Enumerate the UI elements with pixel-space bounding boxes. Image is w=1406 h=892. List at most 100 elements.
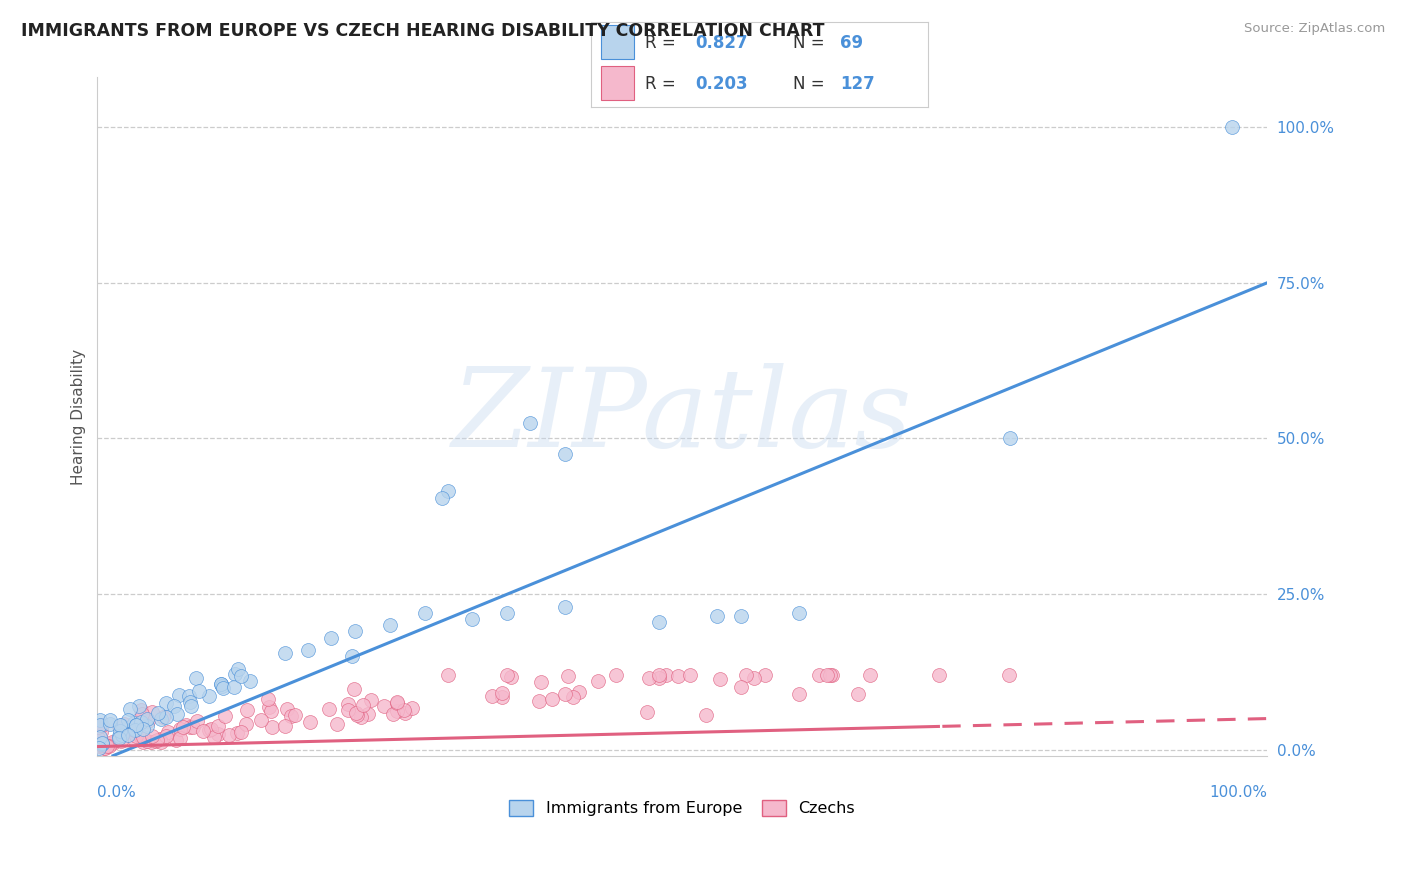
Point — [93, 739, 115, 753]
Point — [155, 710, 177, 724]
Point — [122, 731, 145, 746]
Point — [668, 668, 690, 682]
Point — [859, 668, 882, 682]
Point — [98, 713, 121, 727]
Point — [136, 734, 159, 748]
Point — [350, 710, 373, 724]
Y-axis label: Hearing Disability: Hearing Disability — [72, 349, 86, 484]
Point — [118, 721, 141, 735]
Point — [136, 713, 159, 727]
Point — [166, 706, 188, 721]
Point — [179, 689, 201, 703]
Point — [124, 723, 146, 737]
Point — [110, 734, 132, 748]
Point — [131, 703, 153, 717]
Point — [93, 741, 115, 756]
Point — [818, 668, 841, 682]
Point — [89, 741, 111, 756]
Point — [343, 681, 366, 696]
Point — [231, 724, 253, 739]
Point — [101, 736, 124, 750]
Point — [352, 698, 374, 712]
Point — [280, 709, 302, 723]
Point — [568, 685, 591, 699]
Point — [128, 698, 150, 713]
Text: 0.827: 0.827 — [695, 34, 748, 52]
Bar — [600, 25, 634, 59]
Point — [298, 714, 321, 729]
Point — [274, 719, 297, 733]
Point — [648, 671, 671, 685]
Text: IMMIGRANTS FROM EUROPE VS CZECH HEARING DISABILITY CORRELATION CHART: IMMIGRANTS FROM EUROPE VS CZECH HEARING … — [21, 22, 824, 40]
Point — [86, 739, 108, 753]
Point — [211, 679, 233, 693]
Text: 100.0%: 100.0% — [1209, 785, 1267, 799]
Point — [706, 608, 728, 623]
Point — [124, 723, 146, 737]
Point — [118, 702, 141, 716]
Point — [787, 687, 810, 701]
Text: 127: 127 — [841, 75, 875, 93]
Point — [149, 734, 172, 748]
Point — [997, 668, 1019, 682]
Point — [257, 699, 280, 714]
Point — [385, 695, 408, 709]
Point — [321, 631, 343, 645]
Point — [336, 703, 359, 717]
Point — [110, 718, 132, 732]
Point — [437, 668, 460, 682]
Point — [586, 673, 609, 688]
Point — [437, 484, 460, 499]
Point — [392, 703, 415, 717]
Point — [131, 707, 153, 722]
Text: N =: N = — [793, 34, 824, 52]
Point — [202, 730, 225, 744]
Point — [460, 612, 482, 626]
Point — [820, 668, 842, 682]
Point — [152, 710, 174, 724]
Point — [198, 723, 221, 737]
Point — [357, 706, 380, 721]
Point — [146, 732, 169, 747]
Point — [108, 729, 131, 743]
Point — [557, 669, 579, 683]
Point — [224, 666, 246, 681]
Point — [481, 689, 503, 703]
Point — [108, 724, 131, 739]
Point — [209, 677, 232, 691]
Bar — [600, 66, 634, 100]
Point — [529, 675, 551, 690]
Point — [413, 606, 436, 620]
Point — [381, 707, 404, 722]
Point — [276, 702, 298, 716]
Point — [93, 740, 115, 755]
Point — [340, 649, 363, 664]
Point — [1220, 120, 1243, 135]
Point — [87, 720, 110, 734]
Point — [155, 729, 177, 743]
Point — [605, 668, 627, 682]
Point — [141, 729, 163, 743]
Point — [191, 723, 214, 738]
Point — [754, 668, 776, 682]
Point — [519, 416, 541, 430]
Text: ZIPatlas: ZIPatlas — [451, 363, 912, 470]
Point — [360, 693, 382, 707]
Point — [111, 727, 134, 741]
Point — [928, 668, 950, 682]
Point — [163, 698, 186, 713]
Point — [554, 447, 576, 461]
Legend: Immigrants from Europe, Czechs: Immigrants from Europe, Czechs — [503, 793, 862, 822]
Point — [98, 717, 121, 731]
Point — [124, 723, 146, 737]
Point — [344, 706, 367, 720]
Point — [297, 643, 319, 657]
Point — [90, 735, 112, 749]
Point — [432, 491, 454, 505]
Point — [96, 739, 118, 753]
Point — [260, 720, 283, 734]
Point — [155, 697, 177, 711]
Point — [179, 695, 201, 709]
Point — [207, 727, 229, 741]
Point — [149, 731, 172, 746]
